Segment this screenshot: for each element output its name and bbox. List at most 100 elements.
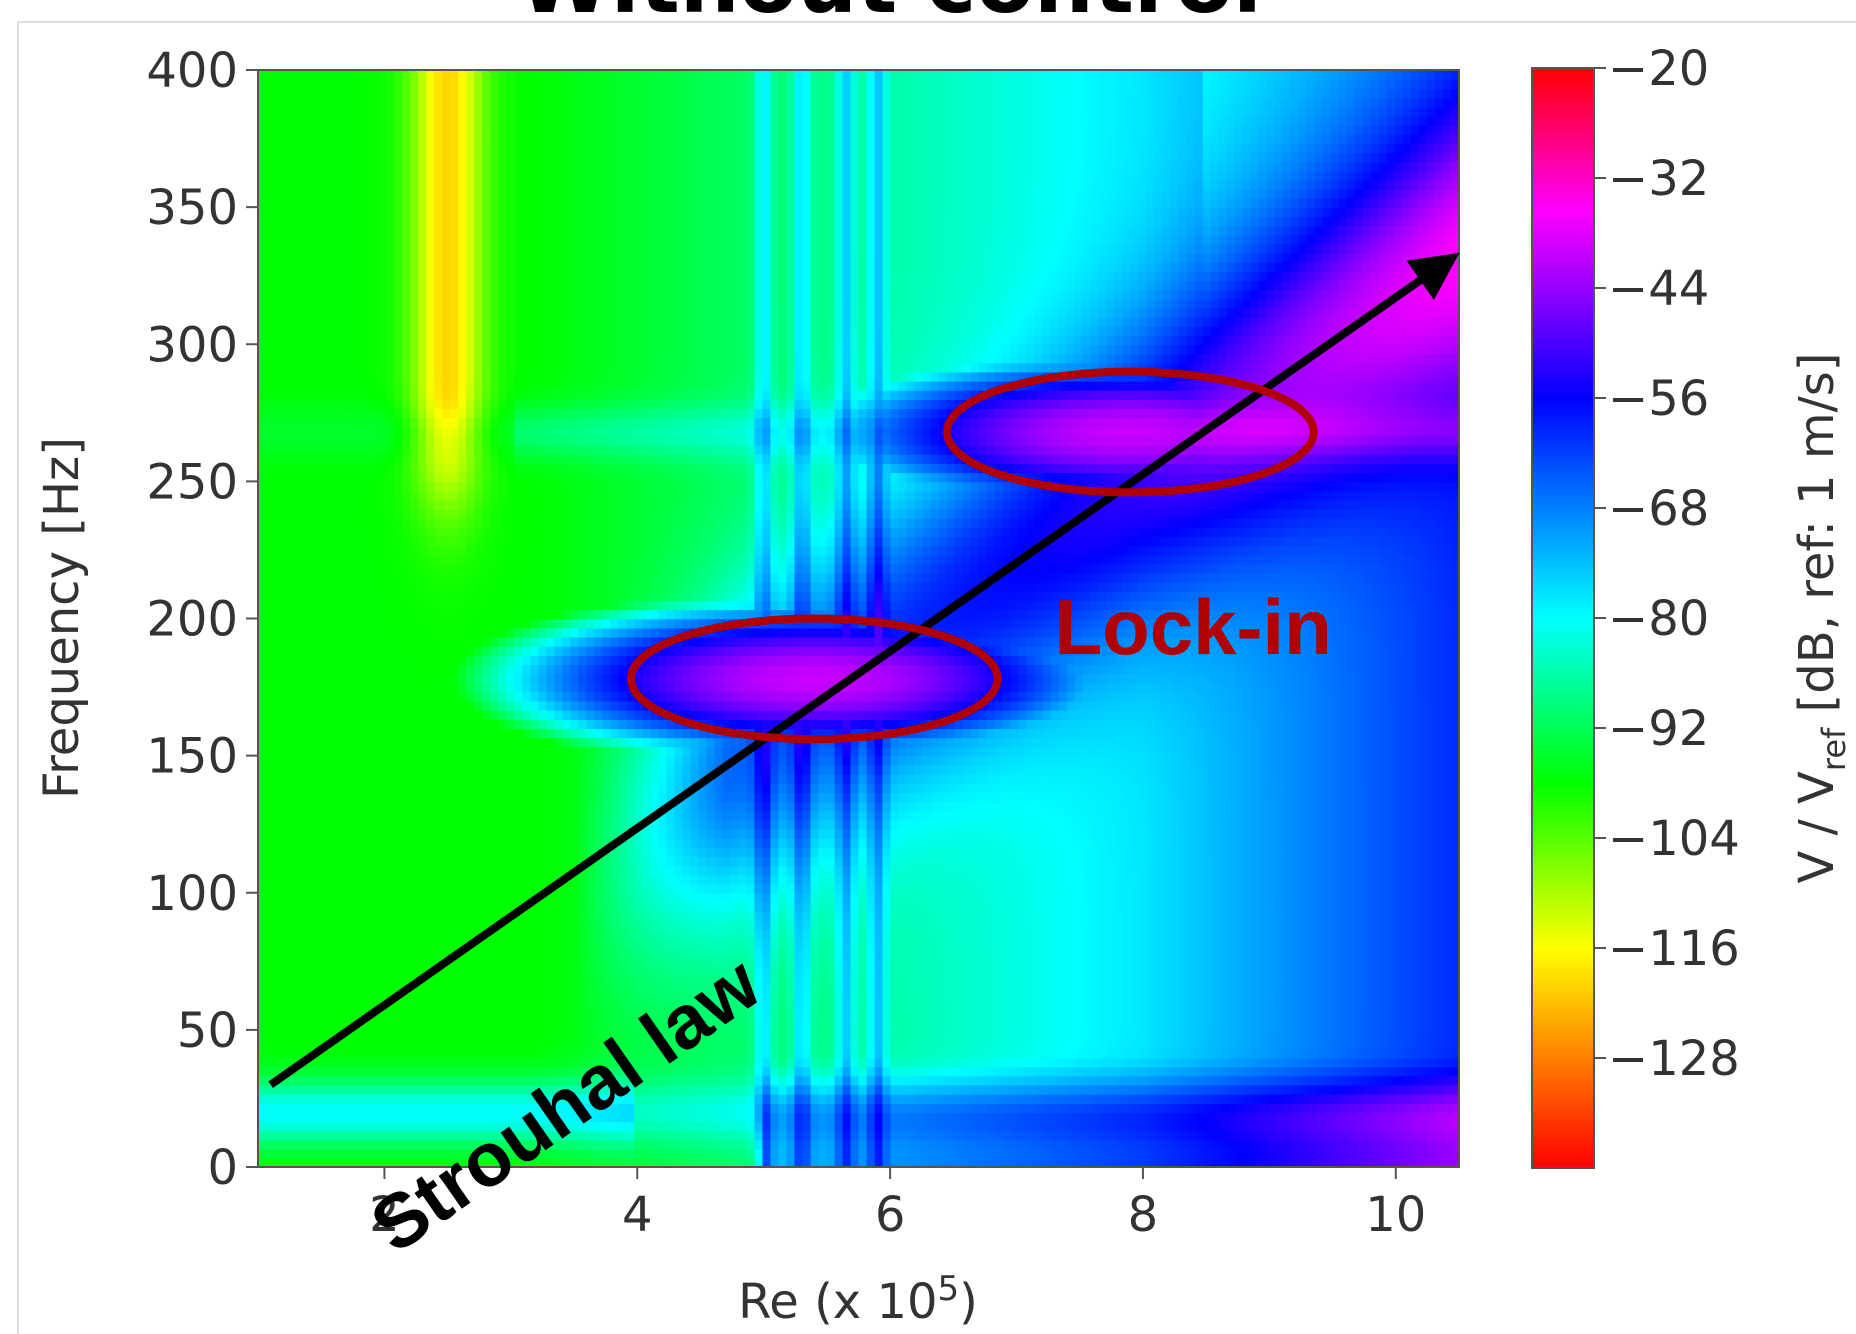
heatmap-cell — [266, 170, 275, 181]
heatmap-cell — [258, 700, 267, 711]
heatmap-cell — [338, 1057, 347, 1068]
heatmap-cell — [538, 426, 548, 437]
heatmap-cell — [274, 298, 283, 309]
heatmap-cell — [426, 280, 435, 291]
heatmap-cell — [386, 819, 395, 830]
heatmap-cell — [434, 1084, 443, 1095]
heatmap-cell — [394, 819, 403, 830]
heatmap-cell — [434, 746, 443, 757]
heatmap-cell — [490, 243, 500, 254]
heatmap-cell — [378, 198, 387, 208]
heatmap-cell — [434, 216, 443, 227]
heatmap-cell — [538, 298, 548, 309]
heatmap-cell — [570, 499, 580, 510]
heatmap-cell — [562, 636, 572, 647]
heatmap-cell — [378, 609, 387, 620]
heatmap-cell — [354, 115, 363, 126]
heatmap-cell — [570, 929, 580, 940]
heatmap-cell — [330, 600, 339, 611]
heatmap-cell — [482, 298, 492, 309]
heatmap-cell — [458, 984, 468, 995]
heatmap-cell — [362, 737, 371, 748]
heatmap-cell — [530, 636, 540, 647]
heatmap-cell — [450, 618, 460, 629]
heatmap-cell — [354, 719, 363, 730]
heatmap-cell — [322, 179, 331, 190]
heatmap-cell — [538, 1130, 548, 1141]
heatmap-cell — [498, 106, 508, 117]
heatmap-cell — [362, 920, 371, 931]
heatmap-cell — [426, 1148, 435, 1159]
heatmap-cell — [538, 88, 548, 99]
heatmap-cell — [418, 536, 427, 547]
heatmap-cell — [402, 591, 411, 602]
heatmap-cell — [538, 901, 548, 912]
heatmap-cell — [434, 307, 443, 318]
heatmap-cell — [522, 335, 532, 346]
heatmap-cell — [378, 499, 387, 510]
heatmap-cell — [586, 572, 596, 583]
heatmap-cell — [378, 920, 387, 931]
heatmap-cell — [330, 764, 339, 775]
heatmap-cell — [554, 1011, 564, 1022]
heatmap-cell — [274, 316, 283, 327]
heatmap-cell — [314, 719, 323, 730]
heatmap-cell — [562, 188, 572, 199]
heatmap-cell — [298, 975, 307, 985]
heatmap-cell — [338, 856, 347, 867]
heatmap-cell — [450, 408, 460, 419]
heatmap-cell — [282, 344, 291, 355]
heatmap-cell — [474, 764, 484, 775]
heatmap-cell — [362, 975, 371, 985]
heatmap-cell — [562, 408, 572, 419]
heatmap-cell — [402, 691, 411, 702]
heatmap-cell — [386, 344, 395, 355]
heatmap-cell — [466, 655, 476, 666]
heatmap-cell — [418, 1139, 427, 1150]
heatmap-cell — [402, 1002, 411, 1013]
heatmap-cell — [474, 298, 484, 309]
heatmap-cell — [450, 865, 460, 876]
heatmap-cell — [458, 1103, 468, 1113]
heatmap-cell — [498, 444, 508, 455]
heatmap-cell — [546, 847, 556, 857]
heatmap-cell — [466, 700, 476, 711]
heatmap-cell — [266, 344, 275, 355]
heatmap-cell — [362, 517, 371, 528]
heatmap-cell — [394, 636, 403, 647]
heatmap-cell — [546, 828, 556, 839]
heatmap-cell — [290, 536, 299, 547]
heatmap-cell — [450, 664, 460, 675]
heatmap-cell — [418, 865, 427, 876]
heatmap-cell — [258, 655, 267, 666]
heatmap-cell — [274, 353, 283, 364]
heatmap-cell — [482, 901, 492, 912]
heatmap-cell — [554, 819, 564, 830]
heatmap-cell — [410, 600, 419, 611]
heatmap-cell — [522, 554, 532, 565]
heatmap-cell — [506, 1084, 516, 1095]
heatmap-cell — [346, 719, 355, 730]
heatmap-cell — [482, 801, 492, 812]
heatmap-cell — [570, 1002, 580, 1013]
heatmap-cell — [362, 801, 371, 812]
heatmap-cell — [562, 728, 572, 739]
heatmap-cell — [266, 536, 275, 547]
heatmap-cell — [330, 783, 339, 793]
heatmap-cell — [466, 316, 476, 327]
heatmap-cell — [554, 627, 564, 638]
heatmap-cell — [306, 463, 315, 474]
heatmap-cell — [466, 1112, 476, 1123]
heatmap-cell — [450, 901, 460, 912]
heatmap-cell — [314, 993, 323, 1004]
heatmap-cell — [386, 673, 395, 684]
heatmap-cell — [490, 719, 500, 730]
heatmap-cell — [418, 353, 427, 364]
heatmap-cell — [490, 581, 500, 592]
heatmap-cell — [394, 152, 403, 163]
heatmap-cell — [410, 97, 419, 108]
heatmap-cell — [330, 115, 339, 126]
heatmap-cell — [482, 911, 492, 921]
heatmap-cell — [346, 984, 355, 995]
heatmap-cell — [458, 920, 468, 931]
